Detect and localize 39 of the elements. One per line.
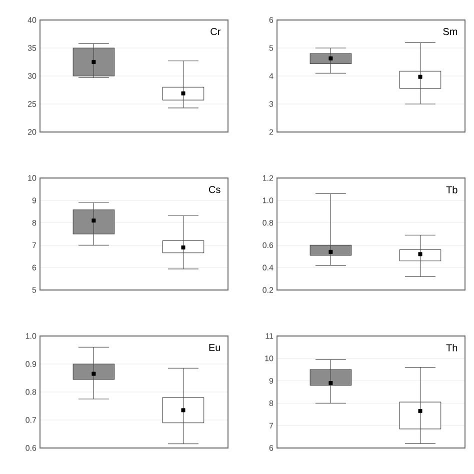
annotation: Cr [210, 28, 221, 36]
y-tick-label: 35 [28, 45, 36, 51]
y-tick-label: 0.9 [26, 361, 36, 367]
y-tick-label: 5 [32, 287, 36, 293]
annotation: Eu [209, 344, 220, 351]
y-tick-label: 10 [265, 356, 274, 362]
y-tick-label: 0.4 [262, 264, 274, 270]
y-tick-label: 0.8 [262, 220, 274, 226]
y-tick-label: 11 [266, 333, 274, 339]
annotation: Th [446, 344, 458, 352]
y-tick-label: 6 [269, 17, 274, 23]
y-tick-label: 0.6 [26, 445, 36, 451]
y-tick-label: 1.0 [262, 198, 274, 204]
y-tick-label: 5 [269, 45, 274, 51]
y-tick-label: 6 [269, 445, 274, 451]
y-tick-label: 10 [28, 175, 36, 181]
y-tick-label: 0.6 [262, 242, 274, 248]
y-tick-label: 4 [269, 73, 274, 79]
y-tick-label: 40 [28, 17, 36, 23]
y-tick-label: 6 [32, 264, 36, 270]
annotation: Tb [446, 186, 458, 194]
y-tick-label: 3 [269, 101, 274, 107]
y-tick-label: 0.7 [26, 417, 36, 423]
y-tick-label: 20 [28, 129, 36, 135]
annotation: Sm [443, 28, 458, 36]
y-tick-label: 7 [32, 242, 36, 248]
y-tick-label: 0.2 [262, 287, 274, 293]
y-tick-label: 7 [269, 422, 274, 428]
y-tick-label: 8 [269, 400, 274, 406]
annotation: Cs [208, 186, 220, 194]
y-tick-label: 9 [32, 198, 36, 204]
y-tick-label: 30 [28, 73, 36, 79]
y-tick-label: 2 [269, 129, 274, 135]
y-tick-label: 25 [28, 101, 36, 107]
y-tick-label: 9 [269, 378, 274, 384]
y-tick-label: 1.2 [262, 175, 274, 181]
y-tick-label: 1.0 [26, 333, 36, 339]
y-tick-label: 8 [32, 220, 36, 226]
y-tick-label: 0.8 [26, 389, 36, 395]
